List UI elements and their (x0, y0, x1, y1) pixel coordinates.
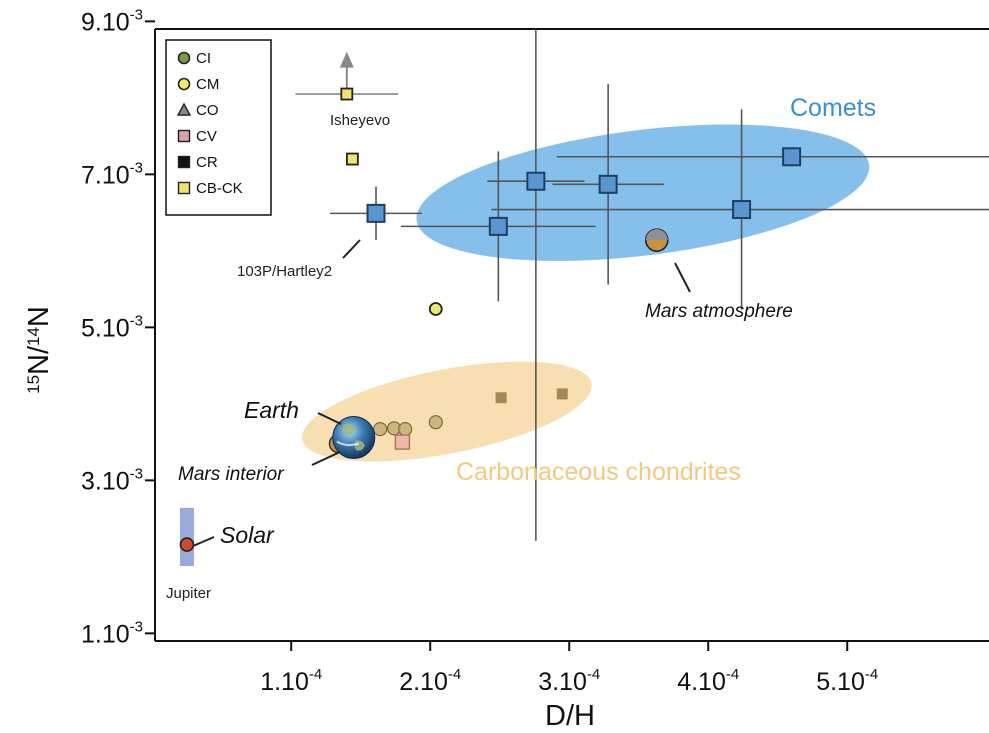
y-tick-mantissa: 9.10 (81, 8, 130, 36)
cv-point-7 (394, 434, 411, 450)
x-ticks: 1.10-4 2.10-4 3.10-4 4.10-4 5.10-4 (260, 641, 878, 696)
x-tick-exponent: -4 (309, 666, 322, 683)
y-tick-label-1: 3.10-3 (81, 465, 143, 495)
y-axis-main: N/ (23, 345, 55, 375)
jupiter-label: Jupiter (166, 585, 211, 602)
y-tick-exponent: -3 (130, 618, 143, 635)
x-tick-mantissa: 3.10 (538, 668, 587, 696)
comet-point-1 (488, 216, 508, 236)
mars-atmosphere-label: Mars atmosphere (645, 301, 793, 322)
legend-cv-label: CV (196, 128, 217, 145)
markers-layer (179, 51, 802, 552)
mars-atmosphere-top-half (645, 229, 668, 241)
ci-point-2 (373, 421, 388, 437)
y-tick-label-0: 1.10-3 (81, 618, 143, 648)
y-tick-label-3: 7.10-3 (81, 159, 143, 189)
y-tick-mantissa: 3.10 (81, 467, 130, 495)
cbck-point-10 (345, 152, 359, 166)
x-tick-label-2: 3.10-4 (538, 666, 600, 696)
y-tick-label-4: 9.10-3 (81, 6, 143, 36)
x-tick-label-0: 1.10-4 (260, 666, 322, 696)
legend-co-marker (176, 102, 192, 116)
comet-point-3 (598, 174, 618, 194)
y-tick-exponent: -3 (130, 159, 143, 176)
legend-cv-marker (177, 129, 191, 143)
x-tick-label-4: 5.10-4 (816, 666, 878, 696)
x-axis-title: D/H (545, 700, 595, 732)
y-axis-title: 15N/14N (23, 306, 55, 394)
mars-interior-leader-line (311, 451, 341, 466)
earth-clouds (336, 440, 360, 447)
y-tick-mantissa: 7.10 (81, 161, 130, 189)
legend-cr-marker (177, 155, 191, 169)
y-ticks: 1.10-33.10-35.10-37.10-39.10-3 (81, 6, 155, 648)
solar-label: Solar (220, 522, 275, 548)
x-tick-label-1: 2.10-4 (399, 666, 461, 696)
cr-point-9 (556, 388, 568, 400)
solar-leader-line (192, 536, 215, 547)
earth-leader-line (317, 412, 342, 425)
x-tick-exponent: -4 (448, 666, 461, 683)
y-tick-exponent: -3 (130, 465, 143, 482)
x-tick-label-3: 4.10-4 (677, 666, 739, 696)
y-tick-exponent: -3 (130, 6, 143, 23)
y-axis-tail: N (23, 306, 55, 327)
cm-point-6 (428, 302, 443, 316)
legend-cm-label: CM (196, 76, 219, 93)
ci-point-4 (398, 421, 413, 437)
y-axis-sup-14: 14 (24, 327, 43, 346)
plot-frame (154, 28, 989, 642)
mars-interior-label: Mars interior (178, 464, 284, 485)
cr-point-8 (495, 392, 507, 404)
earth-continents (342, 423, 365, 451)
legend-cm-marker (177, 77, 191, 91)
x-tick-mantissa: 1.10 (260, 668, 309, 696)
isheyevo-arrow-head (339, 51, 354, 68)
isheyevo-label: Isheyevo (330, 112, 390, 129)
x-tick-mantissa: 5.10 (816, 668, 865, 696)
hartley-leader-line (342, 239, 361, 259)
comet-point-2 (526, 171, 546, 191)
comets-label: Comets (790, 94, 876, 122)
solar-point (179, 537, 195, 552)
ci-point-5 (428, 415, 443, 430)
legend-cb-ck-marker (177, 181, 191, 195)
y-tick-mantissa: 5.10 (81, 314, 130, 342)
comet-point-0 (366, 203, 386, 223)
comet-point-4 (732, 200, 752, 220)
x-tick-exponent: -4 (865, 666, 878, 683)
legend: CI CM CO CV CR CB-CK (165, 39, 272, 216)
hartley-label: 103P/Hartley2 (237, 263, 332, 280)
legend-cb-ck-label: CB-CK (196, 180, 243, 197)
x-tick-mantissa: 2.10 (399, 668, 448, 696)
legend-ci-marker (177, 51, 191, 65)
y-tick-mantissa: 1.10 (81, 620, 130, 648)
comet-point-5 (782, 147, 802, 167)
legend-co-label: CO (196, 102, 219, 119)
y-tick-exponent: -3 (130, 312, 143, 329)
region-comets (416, 124, 870, 261)
legend-cr-label: CR (196, 154, 218, 171)
jupiter-range-bar (179, 507, 194, 567)
cbck-point-11 (340, 87, 354, 101)
leader-lines (192, 239, 691, 547)
y-axis-sup-15: 15 (24, 375, 43, 394)
carbonaceous-chondrites-label: Carbonaceous chondrites (456, 458, 741, 486)
legend-ci-label: CI (196, 50, 211, 67)
y-tick-label-2: 5.10-3 (81, 312, 143, 342)
x-tick-exponent: -4 (587, 666, 600, 683)
earth-label: Earth (244, 397, 299, 423)
mars-atmosphere-leader-line (674, 262, 691, 293)
x-tick-mantissa: 4.10 (677, 668, 726, 696)
x-tick-exponent: -4 (726, 666, 739, 683)
